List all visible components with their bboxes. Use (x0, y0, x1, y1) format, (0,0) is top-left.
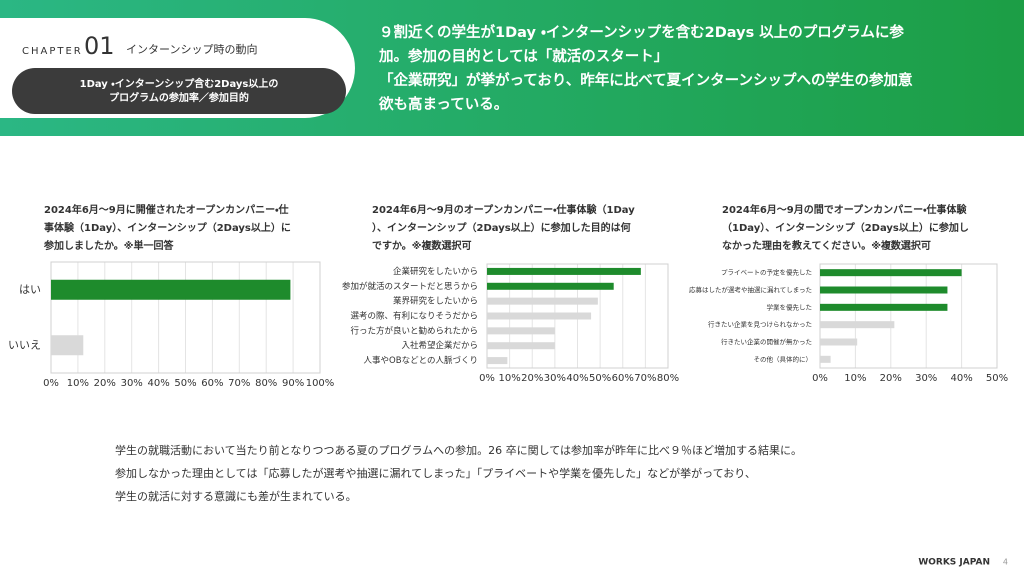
bar (820, 269, 962, 277)
x-tick-label: 50% (589, 373, 611, 384)
category-label: 人事やOBなどとの人脈づくり (364, 355, 478, 366)
category-label: プライベートの予定を優先した (721, 268, 812, 277)
summary-line: 学生の就職活動において当たり前となりつつある夏のプログラムへの参加。26 卒に関… (115, 443, 802, 457)
x-tick-label: 0% (43, 378, 59, 389)
x-tick-label: 90% (282, 378, 304, 389)
bar (51, 335, 84, 356)
x-tick-label: 30% (544, 373, 566, 384)
page-number: 4 (1003, 558, 1008, 567)
category-label: 行った方が良いと勧められたから (350, 325, 478, 336)
logo: WORKS JAPAN (918, 558, 990, 568)
x-tick-label: 80% (255, 378, 277, 389)
summary-line: 学生の就活に対する意識にも差が生まれている。 (115, 489, 357, 503)
x-tick-label: 80% (657, 373, 679, 384)
category-label: 行きたい企業を見つけられなかった (708, 320, 812, 329)
bar (487, 342, 555, 350)
x-tick-label: 30% (915, 373, 937, 384)
x-tick-label: 100% (306, 378, 335, 389)
x-tick-label: 10% (67, 378, 89, 389)
bar (51, 279, 291, 300)
x-tick-label: 30% (121, 378, 143, 389)
category-label: 行きたい企業の開催が無かった (721, 337, 812, 346)
bar (487, 357, 508, 365)
category-label: 参加が就活のスタートだと思うから (342, 281, 478, 292)
x-tick-label: 0% (479, 373, 495, 384)
plot-frame (50, 261, 321, 374)
x-tick-label: 0% (812, 373, 828, 384)
category-label: 応募はしたが選考や抽選に漏れてしまった (689, 285, 812, 294)
bar (820, 286, 948, 294)
headline-line: 「企業研究」が挙がっており、昨年に比べて夏インターンシップへの学生の参加意 (379, 71, 913, 89)
bar (820, 321, 895, 329)
category-label: はい (19, 283, 41, 296)
subtitle-line: プログラムの参加率／参加目的 (109, 91, 249, 104)
category-label: 業界研究をしたいから (393, 296, 478, 307)
category-label: 入社希望企業だから (401, 340, 478, 351)
chapter-number: 01 (84, 32, 115, 60)
headline-line: ９割近くの学生が1Day ・インターンシップを含む2Days 以上のプログラムに… (379, 23, 904, 41)
chart-question: 事体験（1Day）、インターンシップ（2Days以上）に (44, 221, 291, 234)
headline-line: 欲も高まっている。 (378, 95, 508, 113)
x-tick-label: 20% (521, 373, 543, 384)
bar (487, 282, 614, 290)
chart-question: ですか。※複数選択可 (372, 239, 472, 252)
x-tick-label: 10% (499, 373, 521, 384)
category-label: 企業研究をしたいから (393, 266, 478, 277)
x-tick-label: 40% (950, 373, 972, 384)
summary-line: 参加しなかった理由としては「応募したが選考や抽選に漏れてしまった」「プライベート… (115, 466, 756, 480)
x-tick-label: 50% (986, 373, 1008, 384)
chart-question: （1Day）、インターンシップ（2Days以上）に参加し (722, 221, 969, 234)
x-tick-label: 20% (880, 373, 902, 384)
category-label: いいえ (8, 338, 41, 351)
bar (487, 312, 592, 320)
category-label: その他（具体的に） (754, 354, 813, 363)
subtitle-pill (12, 68, 346, 114)
chart-question: 2024年6月～9月のオープンカンパニー・仕事体験（1Day (372, 203, 635, 216)
x-tick-label: 20% (94, 378, 116, 389)
x-tick-label: 10% (844, 373, 866, 384)
chapter-title: インターンシップ時の動向 (126, 42, 257, 56)
chart-question: 2024年6月～9月に開催されたオープンカンパニー・仕 (44, 203, 289, 216)
bar (487, 327, 555, 335)
chapter-label: CHAPTER (22, 46, 83, 57)
chart-question: ）、インターンシップ（2Days以上）に参加した目的は何 (372, 221, 631, 234)
bar (487, 297, 598, 305)
chart-question: 2024年6月～9月の間でオープンカンパニー・仕事体験 (722, 203, 968, 216)
chart-question: 参加しましたか。※単一回答 (43, 239, 175, 252)
x-tick-label: 70% (228, 378, 250, 389)
bar (820, 338, 858, 346)
headline-line: 加。参加の目的としては「就活のスタート」 (378, 47, 668, 65)
bar (487, 267, 641, 275)
x-tick-label: 50% (174, 378, 196, 389)
bar (820, 355, 831, 363)
x-tick-label: 70% (634, 373, 656, 384)
category-label: 学業を優先した (767, 302, 813, 311)
bar (820, 303, 948, 311)
category-label: 選考の際、有利になりそうだから (350, 311, 478, 322)
plot-frame (819, 263, 998, 369)
x-tick-label: 60% (201, 378, 223, 389)
x-tick-label: 60% (612, 373, 634, 384)
x-tick-label: 40% (147, 378, 169, 389)
x-tick-label: 40% (566, 373, 588, 384)
subtitle-line: 1Day ・インターンシップ含む2Days以上の (80, 77, 279, 90)
chart-question: なかった理由を教えてください。※複数選択可 (722, 239, 931, 252)
